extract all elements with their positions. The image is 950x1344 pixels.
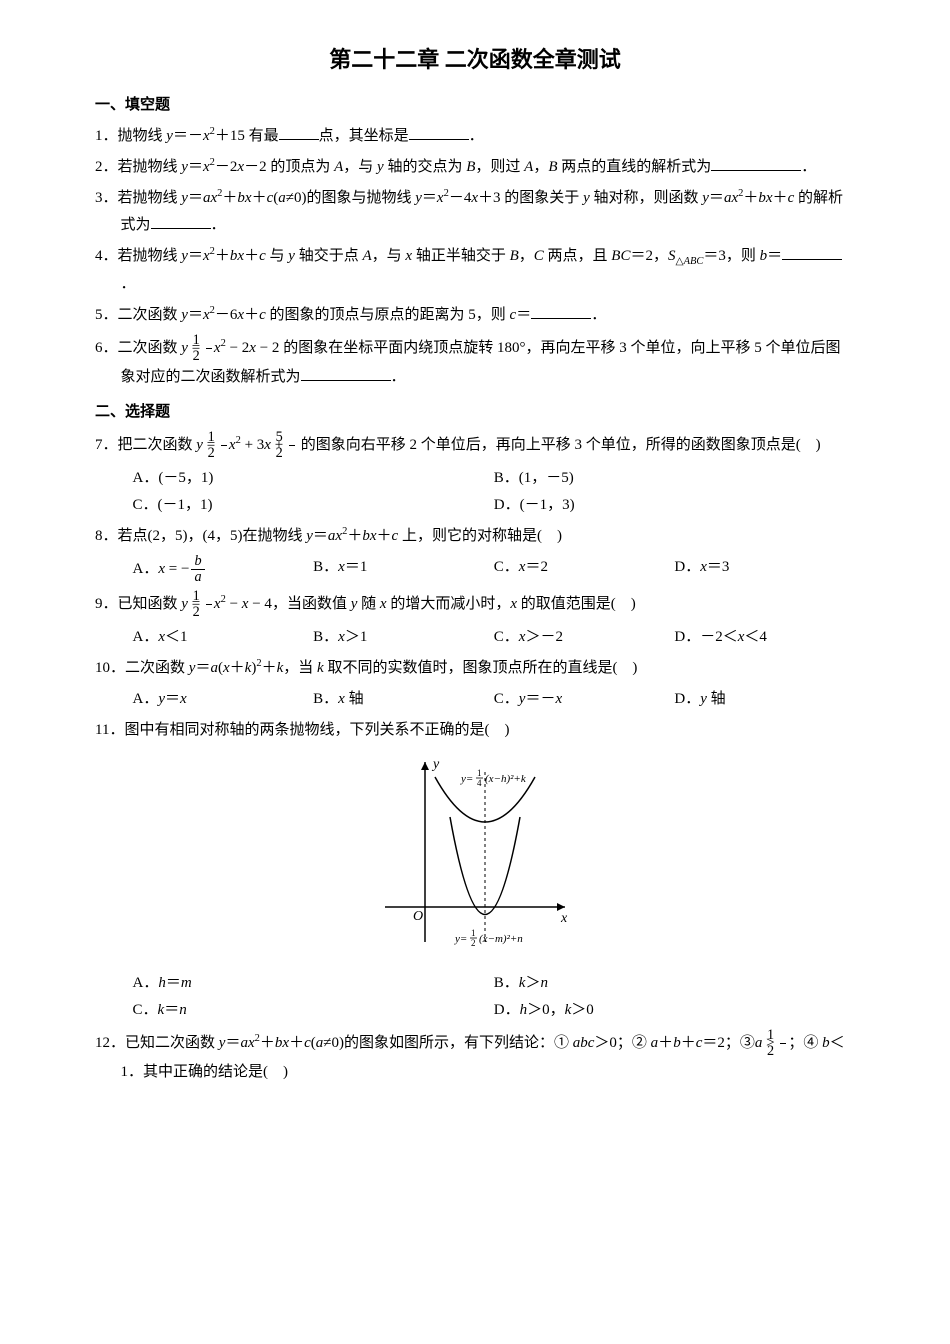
option-11D: D．h＞0，k＞0: [494, 997, 855, 1024]
question-9-options: A．x＜1 B．x＞1 C．x＞－2 D．－2＜x＜4: [95, 624, 855, 651]
svg-text:1: 1: [471, 928, 476, 938]
section-1-heading: 一、填空题: [95, 92, 855, 119]
question-8: 8．若点(2，5)，(4，5)在抛物线 y＝ax2＋bx＋c 上，则它的对称轴是…: [95, 523, 855, 550]
option-8A: A．x = −ba: [133, 554, 314, 585]
option-9C: C．x＞－2: [494, 624, 675, 651]
question-9: 9．已知函数 y = 12x2 − x − 4，当函数值 y 随 x 的增大而减…: [95, 589, 855, 620]
question-11-figure: O x y y= 1 4 (x−h)²+k y= 1 2 (x−m)²+n: [95, 752, 855, 962]
question-2: 2．若抛物线 y＝x2－2x－2 的顶点为 A，与 y 轴的交点为 B，则过 A…: [95, 154, 855, 181]
page-title: 第二十二章 二次函数全章测试: [95, 40, 855, 80]
question-4: 4．若抛物线 y＝x2＋bx＋c 与 y 轴交于点 A，与 x 轴正半轴交于 B…: [95, 243, 855, 299]
option-7C: C．(－1，1): [133, 492, 494, 519]
label-x: x: [560, 911, 568, 926]
question-7: 7．把二次函数 y = 12x2 + 3x + 52 的图象向右平移 2 个单位…: [95, 430, 855, 461]
option-9D: D．－2＜x＜4: [674, 624, 855, 651]
question-10: 10．二次函数 y＝a(x＋k)2＋k，当 k 取不同的实数值时，图象顶点所在的…: [95, 655, 855, 682]
svg-text:4: 4: [477, 778, 482, 788]
option-9A: A．x＜1: [133, 624, 314, 651]
question-10-options: A．y＝x B．x 轴 C．y＝－x D．y 轴: [95, 686, 855, 713]
question-12: 12．已知二次函数 y＝ax2＋bx＋c(a≠0)的图象如图所示，有下列结论：①…: [95, 1028, 855, 1086]
question-11: 11．图中有相同对称轴的两条抛物线，下列关系不正确的是( ): [95, 717, 855, 744]
question-5: 5．二次函数 y＝x2－6x＋c 的图象的顶点与原点的距离为 5，则 c＝．: [95, 302, 855, 329]
section-2-heading: 二、选择题: [95, 399, 855, 426]
option-7A: A．(－5，1): [133, 465, 494, 492]
label-y: y: [431, 757, 440, 772]
question-3: 3．若抛物线 y＝ax2＋bx＋c(a≠0)的图象与抛物线 y＝x2－4x＋3 …: [95, 185, 855, 239]
option-8D: D．x＝3: [674, 554, 855, 585]
question-11-options: A．h＝m B．k＞n C．k＝n D．h＞0，k＞0: [95, 970, 855, 1024]
option-8B: B．x＝1: [313, 554, 494, 585]
svg-text:(x−h)²+k: (x−h)²+k: [485, 773, 527, 785]
question-8-options: A．x = −ba B．x＝1 C．x＝2 D．x＝3: [95, 554, 855, 585]
question-1: 1．抛物线 y＝－x2＋15 有最点，其坐标是．: [95, 123, 855, 150]
svg-text:1: 1: [477, 768, 482, 778]
svg-text:(x−m)²+n: (x−m)²+n: [479, 933, 523, 945]
question-6: 6．二次函数 y = 12x2 − 2x − 2 的图象在坐标平面内绕顶点旋转 …: [95, 333, 855, 391]
option-10C: C．y＝－x: [494, 686, 675, 713]
option-10B: B．x 轴: [313, 686, 494, 713]
option-9B: B．x＞1: [313, 624, 494, 651]
svg-text:2: 2: [471, 938, 476, 948]
option-8C: C．x＝2: [494, 554, 675, 585]
option-10D: D．y 轴: [674, 686, 855, 713]
label-O: O: [413, 909, 423, 924]
option-11B: B．k＞n: [494, 970, 855, 997]
option-7B: B．(1，－5): [494, 465, 855, 492]
svg-text:y=: y=: [454, 933, 467, 945]
svg-text:y=: y=: [460, 773, 473, 785]
option-10A: A．y＝x: [133, 686, 314, 713]
option-11C: C．k＝n: [133, 997, 494, 1024]
option-11A: A．h＝m: [133, 970, 494, 997]
option-7D: D．(－1，3): [494, 492, 855, 519]
question-7-options: A．(－5，1) B．(1，－5) C．(－1，1) D．(－1，3): [95, 465, 855, 519]
